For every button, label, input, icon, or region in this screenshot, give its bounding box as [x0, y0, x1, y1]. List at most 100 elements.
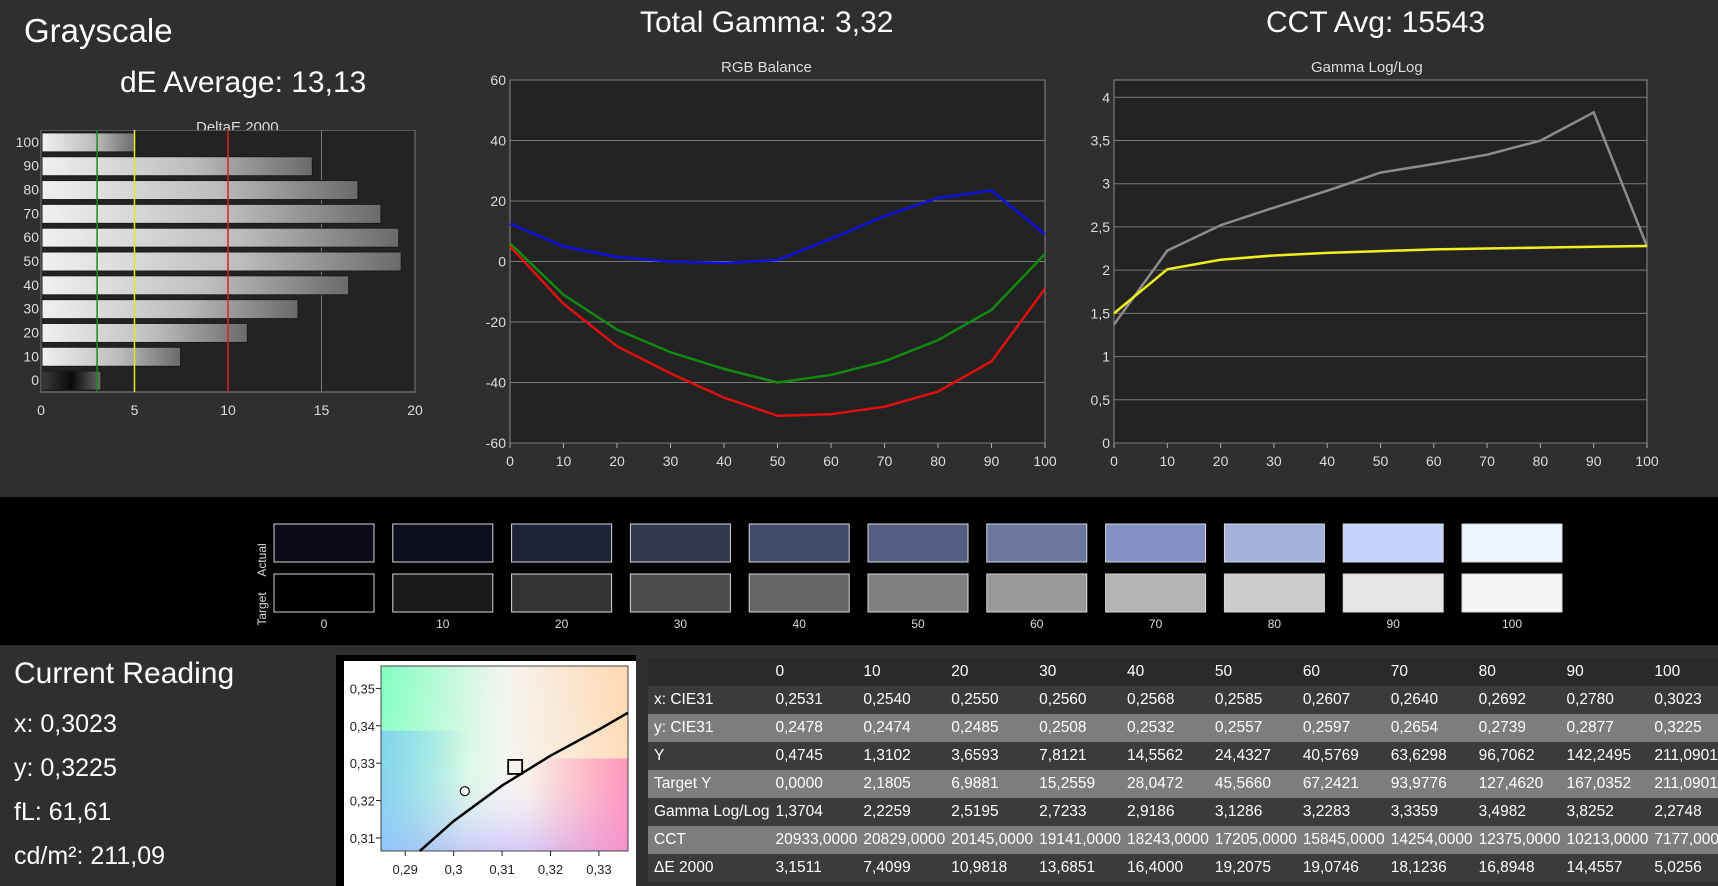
swatch-target-80: [1223, 573, 1325, 613]
de-average-label: dE Average: 13,13: [120, 66, 367, 99]
rgb-balance-chart-title: RGB Balance: [721, 59, 812, 76]
deltae-category-label: 80: [23, 182, 39, 198]
gamma-x-tick: 100: [1635, 453, 1659, 469]
deltae-category-label: 70: [23, 205, 39, 221]
total-gamma-label: Total Gamma: 3,32: [640, 6, 894, 39]
table-cell: 19,0746: [1296, 854, 1385, 882]
table-cell: 2,9186: [1121, 798, 1209, 826]
deltae-category-label: 40: [23, 277, 39, 293]
gamma-x-tick: 80: [1533, 453, 1549, 469]
rgb-y-tick: -20: [486, 314, 506, 330]
deltae-x-tick: 10: [220, 402, 236, 418]
swatch-level-label: 10: [436, 617, 450, 631]
swatch-actual-90: [1342, 523, 1444, 563]
table-cell: 17205,0000: [1208, 826, 1297, 854]
swatch-level-label: 0: [321, 617, 328, 631]
table-cell: 10213,0000: [1560, 826, 1649, 854]
table-cell: 0,2607: [1296, 686, 1385, 714]
table-cell: 0,2568: [1121, 686, 1209, 714]
current-reading-title: Current Reading: [14, 657, 235, 690]
deltae-category-label: 50: [23, 253, 39, 269]
table-cell: 3,2283: [1296, 798, 1385, 826]
table-cell: 0,2474: [857, 714, 946, 742]
table-cell: 0,2550: [945, 686, 1034, 714]
grayscale-swatches: Actual Target 0 10 20 30 40 50 60 70 80 90 100: [255, 523, 1563, 631]
deltae-x-tick: 0: [37, 402, 45, 418]
table-cell: 0,2692: [1472, 686, 1561, 714]
table-cell: 2,2259: [857, 798, 946, 826]
rgb-x-tick: 70: [877, 453, 893, 469]
cie-planckian-locus: [418, 711, 629, 852]
table-cell: 19,2075: [1208, 854, 1297, 882]
table-cell: 20145,0000: [945, 826, 1034, 854]
table-cell: 3,4982: [1472, 798, 1561, 826]
reading-fl: fL: 61,61: [14, 798, 112, 826]
page-title: Grayscale: [24, 12, 173, 49]
swatch-level-label: 40: [793, 617, 807, 631]
deltae-bar-90: [41, 156, 313, 177]
table-cell: 0,2780: [1560, 686, 1649, 714]
deltae-category-label: 100: [16, 134, 40, 150]
swatch-actual-100: [1461, 523, 1563, 563]
swatch-actual-50: [867, 523, 969, 563]
cie-plot-border: [380, 665, 629, 852]
table-corner-cell: [648, 658, 770, 686]
cie-x-tick: 0,3: [445, 862, 463, 877]
table-cell: 67,2421: [1296, 770, 1385, 798]
table-row: Gamma Log/Log 1,3704 2,2259 2,5195 2,7233 2,9…: [648, 798, 1718, 826]
rgb-y-tick: 40: [490, 133, 506, 149]
table-cell: 0,2560: [1033, 686, 1122, 714]
swatch-band: [0, 497, 1718, 645]
rgb-x-tick: 100: [1033, 453, 1057, 469]
table-row-label: Gamma Log/Log: [648, 798, 770, 826]
swatch-level-label: 20: [555, 617, 569, 631]
table-cell: 0,2585: [1208, 686, 1297, 714]
rgb-x-tick: 0: [506, 453, 514, 469]
gamma-x-tick: 50: [1373, 453, 1389, 469]
table-cell: 7,8121: [1033, 742, 1122, 770]
table-cell: 12375,0000: [1472, 826, 1561, 854]
rgb-series-2: [509, 189, 1046, 265]
cie-y-tick: 0,31: [350, 831, 375, 846]
gamma-y-tick: 3,5: [1091, 133, 1111, 149]
swatch-target-30: [629, 573, 731, 613]
table-row: x: CIE31 0,2531 0,2540 0,2550 0,2560 0,2568 0,…: [648, 686, 1718, 714]
gamma-y-tick: 1: [1102, 349, 1110, 365]
swatch-level-label: 80: [1268, 617, 1282, 631]
swatch-actual-40: [748, 523, 850, 563]
table-cell: 18,1236: [1384, 854, 1473, 882]
table-column-header: 90: [1560, 658, 1649, 686]
gamma-x-tick: 0: [1110, 453, 1118, 469]
cct-average-label: CCT Avg: 15543: [1266, 6, 1486, 39]
cie-x-tick: 0,29: [393, 862, 418, 877]
rgb-x-tick: 50: [770, 453, 786, 469]
cie-y-tick: 0,33: [350, 756, 375, 771]
deltae-category-label: 10: [23, 348, 39, 364]
deltae-category-label: 90: [23, 158, 39, 174]
table-row-label: ΔE 2000: [648, 854, 770, 882]
table-column-header: 10: [857, 658, 946, 686]
table-cell: 0,2739: [1472, 714, 1561, 742]
table-row: Target Y 0,0000 2,1805 6,9881 15,2559 28,0472…: [648, 770, 1718, 798]
rgb-series-1: [509, 242, 1046, 384]
swatch-level-label: 30: [674, 617, 688, 631]
table-cell: 45,5660: [1208, 770, 1297, 798]
table-cell: 6,9881: [945, 770, 1034, 798]
table-column-header: 40: [1121, 658, 1209, 686]
table-cell: 2,2748: [1648, 798, 1718, 826]
table-cell: 20829,0000: [857, 826, 946, 854]
gamma-x-tick: 40: [1319, 453, 1335, 469]
cie-reading-marker: [459, 786, 470, 797]
table-cell: 63,6298: [1384, 742, 1473, 770]
gamma-y-tick: 2: [1102, 262, 1110, 278]
swatch-actual-label: Actual: [255, 543, 269, 576]
table-cell: 0,2654: [1384, 714, 1473, 742]
table-column-header: 100: [1648, 658, 1718, 686]
table-cell: 96,7062: [1472, 742, 1561, 770]
cie-x-tick: 0,32: [538, 862, 563, 877]
table-cell: 0,2508: [1033, 714, 1122, 742]
table-cell: 3,8252: [1560, 798, 1649, 826]
table-cell: 0,2557: [1208, 714, 1297, 742]
table-cell: 2,1805: [857, 770, 946, 798]
cie-x-tick: 0,31: [489, 862, 514, 877]
